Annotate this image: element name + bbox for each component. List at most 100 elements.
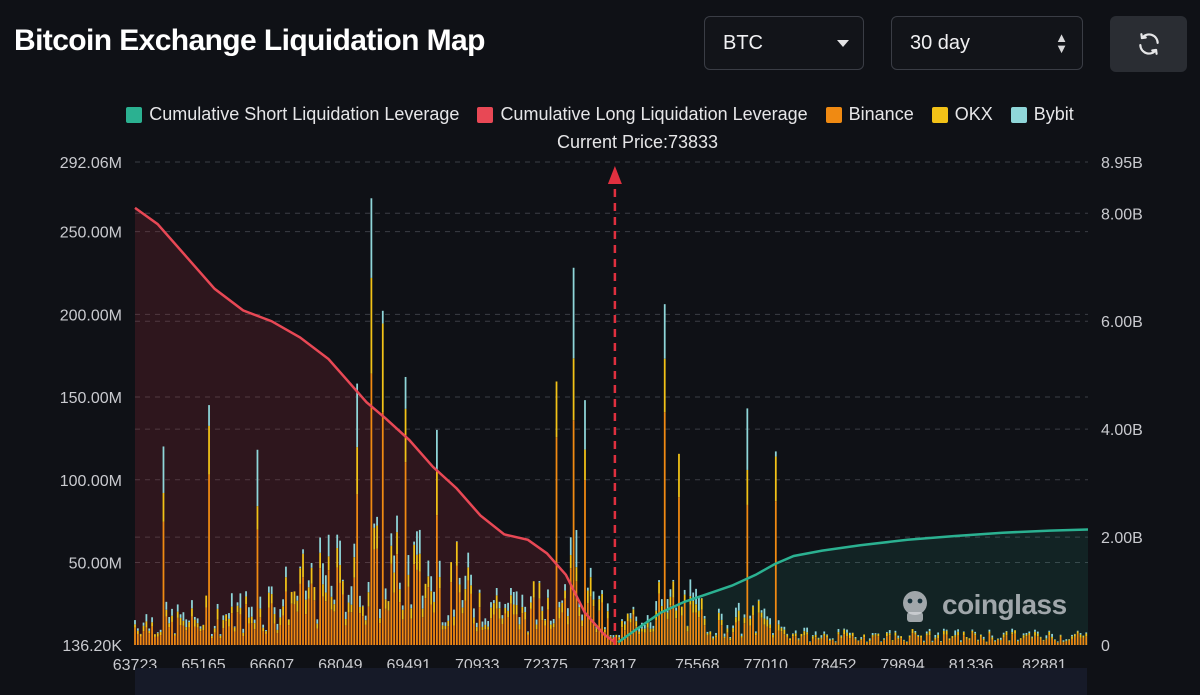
legend-item-long[interactable]: Cumulative Long Liquidation Leverage (477, 104, 808, 125)
bar-bybit (438, 560, 441, 578)
bar-binance (401, 619, 404, 645)
bar-okx (390, 545, 393, 564)
bar-okx (532, 581, 535, 598)
bar-okx (717, 612, 720, 621)
y-right-tick-label: 2.00B (1101, 530, 1143, 547)
bar-binance (757, 612, 760, 645)
legend-item-bybit[interactable]: Bybit (1010, 104, 1074, 125)
bar-bybit (276, 623, 279, 630)
bar-okx (985, 641, 988, 643)
bar-bybit (655, 601, 658, 611)
legend-item-okx[interactable]: OKX (931, 104, 993, 125)
bar-bybit (453, 609, 455, 617)
bar-bybit (1028, 631, 1031, 634)
bar-okx (492, 603, 495, 615)
bar-okx (555, 381, 558, 438)
bar-binance (578, 616, 581, 645)
bar-binance (413, 564, 415, 645)
bar-binance (504, 613, 507, 645)
legend-swatch-long (477, 106, 494, 123)
bar-binance (148, 633, 151, 645)
bar-okx (213, 628, 216, 633)
bar-binance (458, 592, 461, 645)
bar-okx (806, 632, 809, 635)
bar-okx (159, 631, 162, 636)
bar-bybit (774, 451, 777, 457)
bar-bybit (871, 633, 874, 636)
bar-okx (609, 636, 612, 639)
bar-binance (1014, 633, 1016, 645)
bar-okx (367, 592, 370, 607)
bar-binance (880, 642, 883, 645)
bar-bybit (535, 619, 538, 625)
bar-okx (572, 358, 575, 421)
bar-okx (1071, 636, 1073, 639)
bar-bybit (208, 405, 210, 426)
bar-binance (689, 604, 692, 645)
bar-binance (1059, 636, 1062, 645)
bar-binance (336, 567, 339, 645)
bar-binance (299, 583, 302, 645)
bar-bybit (652, 625, 655, 629)
bar-okx (931, 641, 934, 643)
bar-okx (1054, 639, 1056, 641)
bar-okx (307, 587, 310, 599)
bar-bybit (396, 515, 398, 533)
bar-bybit (498, 601, 501, 609)
bar-okx (185, 627, 188, 631)
bar-okx (535, 624, 538, 630)
y-right-tick-label: 6.00B (1101, 314, 1143, 331)
cumulative-areas (135, 207, 1088, 645)
bar-bybit (475, 622, 478, 628)
bar-okx (1059, 635, 1062, 637)
bar-bybit (772, 633, 774, 635)
bar-binance (900, 638, 902, 645)
bar-okx (1025, 634, 1028, 637)
bar-binance (905, 642, 908, 645)
bar-binance (988, 633, 991, 645)
bar-binance (860, 640, 863, 645)
legend-item-short[interactable]: Cumulative Short Liquidation Leverage (126, 104, 459, 125)
bar-okx (285, 577, 287, 592)
bar-okx (1002, 634, 1005, 638)
legend-item-binance[interactable]: Binance (825, 104, 914, 125)
bar-bybit (410, 604, 413, 609)
bar-okx (490, 607, 492, 619)
bar-binance (663, 412, 666, 645)
bar-okx (1079, 634, 1082, 638)
bar-binance (256, 529, 259, 645)
bar-okx (436, 470, 438, 516)
bar-binance (216, 619, 219, 645)
bar-okx (165, 609, 168, 617)
bar-okx (407, 574, 410, 587)
bar-bybit (151, 617, 153, 623)
bar-binance (515, 614, 518, 645)
asset-select[interactable]: BTC (704, 16, 864, 70)
bar-okx (339, 565, 341, 583)
bar-bybit (954, 630, 957, 636)
bar-binance (473, 623, 475, 645)
bar-bybit (604, 627, 606, 630)
bar-binance (1056, 642, 1059, 645)
legend-label: Binance (848, 104, 914, 124)
bar-binance (367, 606, 370, 645)
bar-binance (925, 635, 928, 645)
bar-okx (780, 627, 783, 632)
bar-okx (473, 617, 475, 624)
refresh-button[interactable] (1110, 16, 1187, 72)
bar-binance (1017, 641, 1019, 645)
bar-binance (441, 629, 444, 645)
bar-bybit (695, 588, 697, 605)
bar-binance (416, 569, 418, 645)
bar-okx (894, 632, 897, 636)
bar-bybit (504, 603, 507, 608)
bar-okx (769, 624, 771, 629)
bar-bybit (766, 616, 769, 620)
bar-okx (854, 638, 857, 640)
bar-bybit (735, 607, 737, 618)
time-range-select[interactable]: 30 day ▲ ▼ (891, 16, 1083, 70)
scroll-track[interactable] (135, 668, 1087, 695)
bar-okx (521, 607, 524, 614)
bar-okx (652, 628, 655, 632)
